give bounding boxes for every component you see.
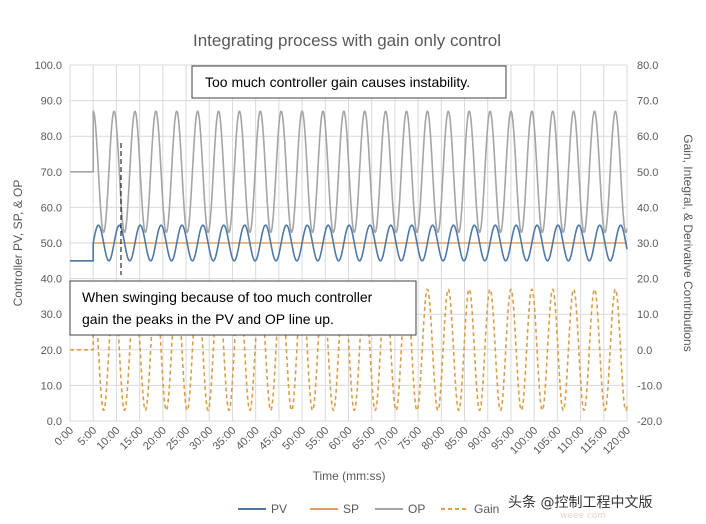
y-axis-right-label: Gain, Integral, & Derivative Contributio… — [681, 134, 695, 351]
y-left-tick-label: 90.0 — [41, 96, 62, 108]
y-left-tick-label: 10.0 — [41, 380, 62, 392]
x-tick-label: 50:00 — [280, 425, 308, 453]
x-tick-label: 35:00 — [211, 425, 239, 453]
annotation-top-box — [191, 65, 507, 99]
x-tick-label: 25:00 — [164, 425, 192, 453]
y-right-tick-label: 10.0 — [637, 309, 658, 321]
y-right-tick-label: 20.0 — [637, 274, 658, 286]
y-right-tick-label: 80.0 — [637, 60, 658, 72]
annotation-top-text: Too much controller gain causes instabil… — [205, 74, 470, 90]
y-left-tick-label: 50.0 — [41, 238, 62, 250]
x-tick-label: 90:00 — [466, 425, 494, 453]
x-tick-label: 20:00 — [141, 425, 169, 453]
x-tick-label: 55:00 — [303, 425, 331, 453]
x-tick-label: 0:00 — [52, 425, 76, 449]
x-tick-label: 80:00 — [420, 425, 448, 453]
x-tick-label: 30:00 — [187, 425, 215, 453]
x-tick-label: 85:00 — [443, 425, 471, 453]
chart-title: Integrating process with gain only contr… — [193, 31, 501, 50]
annotation-bottom: When swinging because of too much contro… — [69, 280, 417, 336]
annotation-bottom-line-1: When swinging because of too much contro… — [82, 289, 373, 305]
legend: PV SP OP Gain — [238, 502, 499, 516]
annotation-bottom-box — [69, 280, 417, 336]
y-right-tick-label: 50.0 — [637, 167, 658, 179]
y-right-tick-label: 60.0 — [637, 131, 658, 143]
x-axis-ticks: 0:00 5:0010:0015:0020:0025:0030:0035:0040… — [52, 425, 633, 457]
series-line-op — [70, 110, 628, 234]
x-tick-label: 15:00 — [118, 425, 146, 453]
watermark-text: 头条 @控制工程中文版 — [508, 494, 652, 511]
x-tick-label: 40:00 — [234, 425, 262, 453]
y-left-tick-label: 0.0 — [47, 416, 62, 428]
y-axis-right-ticks: -20.0 -10.0 0.0 10.0 20.0 30.0 40.0 50.0 60.0 70.… — [637, 60, 662, 428]
annotation-top: Too much controller gain causes instabil… — [191, 65, 507, 99]
y-left-tick-label: 20.0 — [41, 345, 62, 357]
y-left-tick-label: 70.0 — [41, 167, 62, 179]
series-line-gain — [70, 288, 628, 412]
series-layer — [70, 110, 628, 412]
watermark-faint: weee com — [560, 511, 606, 521]
y-left-tick-label: 30.0 — [41, 309, 62, 321]
y-left-tick-label: 80.0 — [41, 131, 62, 143]
y-right-tick-label: 30.0 — [637, 238, 658, 250]
y-right-tick-label: 0.0 — [637, 345, 652, 357]
x-axis-label: Time (mm:ss) — [313, 469, 386, 483]
legend-label-sp: SP — [343, 502, 359, 516]
y-right-tick-label: -10.0 — [637, 380, 662, 392]
y-left-tick-label: 100.0 — [34, 60, 62, 72]
x-tick-label: 65:00 — [350, 425, 378, 453]
y-left-tick-label: 60.0 — [41, 202, 62, 214]
x-tick-label: 60:00 — [327, 425, 355, 453]
y-left-tick-label: 40.0 — [41, 274, 62, 286]
y-right-tick-label: 40.0 — [637, 202, 658, 214]
y-axis-left-label: Controller PV, SP, & OP — [11, 180, 25, 307]
x-tick-label: 10:00 — [95, 425, 123, 453]
x-tick-label: 45:00 — [257, 425, 285, 453]
x-tick-label: 75:00 — [396, 425, 424, 453]
y-axis-left-ticks: 0.0 10.0 20.0 30.0 40.0 50.0 60.0 70.0 80.0 90.0 1… — [34, 60, 62, 428]
annotation-bottom-line-2: gain the peaks in the PV and OP line up. — [82, 311, 334, 327]
series-line-pv — [70, 224, 628, 262]
legend-label-op: OP — [408, 502, 425, 516]
x-tick-label: 70:00 — [373, 425, 401, 453]
y-right-tick-label: -20.0 — [637, 416, 662, 428]
legend-label-pv: PV — [271, 502, 287, 516]
legend-label-gain: Gain — [474, 502, 499, 516]
y-right-tick-label: 70.0 — [637, 96, 658, 108]
